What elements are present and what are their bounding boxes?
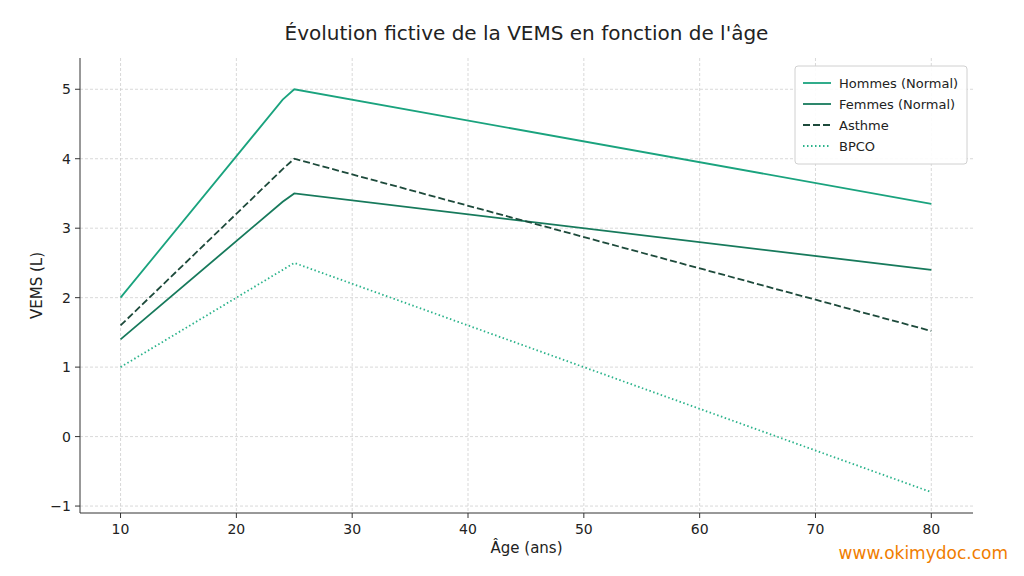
legend-frame xyxy=(795,66,967,164)
grid-line xyxy=(236,58,237,513)
title: Évolution fictive de la VEMS en fonction… xyxy=(285,21,769,45)
series-line xyxy=(121,263,932,492)
legend-swatch xyxy=(803,82,831,84)
y-axis-label: VEMS (L) xyxy=(28,252,46,319)
legend: Hommes (Normal) Femmes (Normal) Asthme BPCO xyxy=(795,66,967,164)
y-tick xyxy=(75,228,80,229)
legend-swatch xyxy=(803,124,831,126)
y-tick xyxy=(75,506,80,507)
x-tick xyxy=(815,513,816,518)
x-tick xyxy=(931,513,932,518)
grid-line xyxy=(80,436,973,437)
x-tick xyxy=(236,513,237,518)
grid-line xyxy=(80,367,973,368)
x-axis-label: Âge (ans) xyxy=(491,538,563,557)
x-tick xyxy=(352,513,353,518)
grid-line xyxy=(80,228,973,229)
x-tick-label: 70 xyxy=(807,521,825,537)
x-tick-label: 30 xyxy=(343,521,361,537)
grid-line xyxy=(699,58,700,513)
y-tick xyxy=(75,89,80,90)
legend-label: Hommes (Normal) xyxy=(839,76,958,91)
y-tick xyxy=(75,367,80,368)
y-tick xyxy=(75,297,80,298)
legend-swatch xyxy=(803,103,831,105)
x-tick-label: 20 xyxy=(227,521,245,537)
series-line xyxy=(121,193,932,339)
y-tick-label: −1 xyxy=(50,498,71,514)
grid-line xyxy=(352,58,353,513)
y-tick-label: 4 xyxy=(62,151,71,167)
x-axis xyxy=(80,513,973,514)
x-tick-label: 10 xyxy=(112,521,130,537)
y-tick-label: 5 xyxy=(62,81,71,97)
legend-swatch xyxy=(803,145,831,147)
legend-label: Femmes (Normal) xyxy=(839,97,955,112)
grid-line xyxy=(583,58,584,513)
x-tick-label: 60 xyxy=(691,521,709,537)
series-line xyxy=(121,159,932,331)
y-tick xyxy=(75,436,80,437)
y-tick-label: 1 xyxy=(62,359,71,375)
y-tick-label: 0 xyxy=(62,429,71,445)
annotation: www.okimydoc.com xyxy=(839,543,1008,563)
x-tick xyxy=(699,513,700,518)
grid-line xyxy=(80,297,973,298)
grid-line xyxy=(468,58,469,513)
y-tick-label: 3 xyxy=(62,220,71,236)
x-tick-label: 80 xyxy=(922,521,940,537)
grid-line xyxy=(80,506,973,507)
chart: 10 20 30 40 50 60 70 80 −1 0 1 2 3 4 5 Évolution fictiv… xyxy=(0,0,1024,576)
x-tick xyxy=(468,513,469,518)
grid xyxy=(80,58,973,513)
legend-label: BPCO xyxy=(839,139,875,154)
y-tick-label: 2 xyxy=(62,290,71,306)
x-tick xyxy=(583,513,584,518)
legend-label: Asthme xyxy=(839,118,889,133)
x-tick-label: 50 xyxy=(575,521,593,537)
y-tick xyxy=(75,158,80,159)
x-tick-label: 40 xyxy=(459,521,477,537)
x-tick xyxy=(120,513,121,518)
y-axis xyxy=(80,58,81,513)
grid-line xyxy=(120,58,121,513)
